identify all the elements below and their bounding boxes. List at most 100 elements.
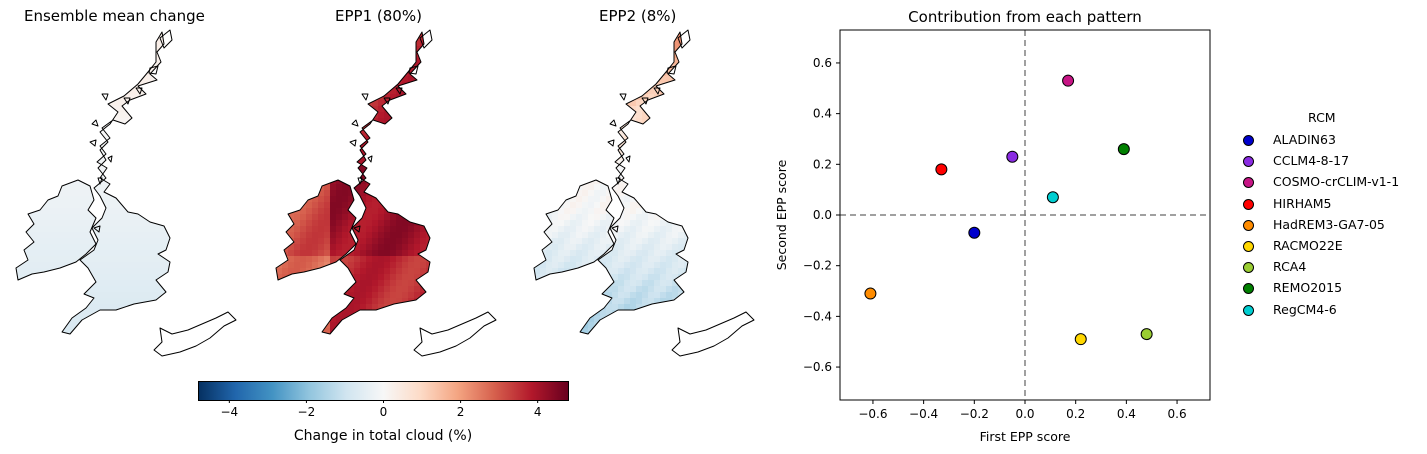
map-cell (130, 196, 137, 203)
map-cell (420, 304, 427, 311)
map-cell (16, 64, 17, 71)
map-cell (172, 364, 179, 370)
map-cell (178, 64, 185, 71)
map-cell (498, 340, 505, 347)
map-cell (82, 250, 89, 257)
map-cell (288, 166, 295, 173)
map-cell (396, 142, 403, 149)
map-cell (154, 136, 161, 143)
map-cell (202, 256, 209, 263)
map-cell (282, 190, 289, 197)
map-cell (220, 46, 227, 53)
map-cell (450, 268, 457, 275)
map-cell (178, 100, 185, 107)
map-cell (226, 196, 233, 203)
map-cell (238, 340, 245, 347)
map-cell (378, 82, 385, 89)
map-cell (288, 142, 295, 149)
map-cell (276, 154, 277, 161)
map-cell (486, 334, 493, 341)
map-cell (414, 142, 421, 149)
map-cell (256, 160, 260, 167)
map-cell (420, 316, 427, 323)
map-cell (160, 262, 167, 269)
map-cell (244, 94, 251, 101)
map-cell (226, 286, 233, 293)
map-cell (118, 46, 125, 53)
map-cell (148, 220, 155, 227)
map-cell (16, 244, 17, 251)
map-cell (672, 32, 679, 35)
map-cell (348, 316, 355, 323)
map-cell (244, 352, 251, 359)
map-cell (100, 40, 107, 47)
map-cell (492, 52, 499, 59)
map-cell (220, 340, 227, 347)
map-cell (366, 298, 373, 305)
map-cell (232, 346, 239, 353)
map-cell (136, 364, 143, 370)
map-cell (232, 118, 239, 125)
map-cell (306, 154, 313, 161)
map-cell (390, 232, 397, 239)
map-cell (426, 208, 430, 215)
map-cell (58, 274, 65, 281)
map-cell (462, 154, 469, 161)
map-cell (178, 28, 185, 35)
map-cell (306, 82, 313, 89)
map-cell (276, 64, 277, 71)
map-cell (318, 172, 325, 179)
map-cell (256, 322, 260, 329)
map-cell (498, 208, 505, 215)
map-cell (166, 88, 170, 95)
map-cell (178, 292, 185, 299)
map-cell (40, 172, 47, 179)
map-cell (64, 58, 71, 65)
map-cell (360, 250, 367, 257)
map-cell (238, 178, 245, 185)
map-cell (330, 238, 337, 245)
map-cell (486, 172, 493, 179)
map-cell (124, 58, 131, 65)
map-cell (474, 202, 481, 209)
map-cell (282, 226, 289, 233)
map-cell (384, 232, 391, 239)
map-cell (226, 82, 233, 89)
map-cell (300, 178, 307, 185)
map-cell (468, 310, 475, 317)
map-cell (276, 316, 277, 323)
map-cell (372, 178, 379, 185)
map-cell (100, 304, 107, 311)
map-cell (450, 226, 457, 233)
map-cell (366, 70, 373, 77)
map-cell (516, 46, 520, 53)
map-cell (58, 304, 65, 311)
map-cell (426, 196, 430, 203)
map-cell (16, 100, 17, 107)
map-cell (504, 142, 511, 149)
map-cell (384, 52, 391, 59)
map-cell (100, 46, 107, 53)
map-cell (474, 124, 481, 131)
map-cell (238, 244, 245, 251)
map-cell (70, 190, 77, 197)
map-cell (100, 112, 107, 119)
map-cell (282, 268, 289, 275)
map-cell (402, 184, 409, 191)
map-cell (534, 34, 541, 41)
map-cell (184, 316, 191, 323)
map-cell (202, 88, 209, 95)
map-cell (28, 298, 35, 305)
map-cell (276, 34, 277, 41)
map-cell (124, 334, 131, 341)
map-cell (178, 340, 185, 347)
map-cell (402, 262, 409, 269)
map-cell (306, 322, 313, 329)
map-cell (82, 172, 89, 179)
map-cell (504, 232, 511, 239)
map-cell (208, 118, 215, 125)
map-cell (16, 70, 17, 77)
map-cell (178, 352, 185, 359)
map-cell (76, 214, 83, 221)
map-cell (40, 214, 47, 221)
